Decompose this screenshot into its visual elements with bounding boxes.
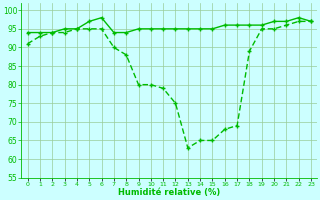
- X-axis label: Humidité relative (%): Humidité relative (%): [118, 188, 220, 197]
